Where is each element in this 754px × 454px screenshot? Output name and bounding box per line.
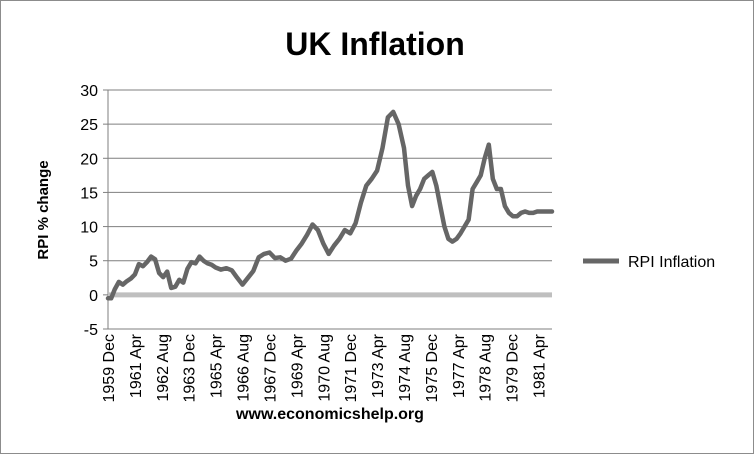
series-line-rpi-inflation <box>105 109 555 301</box>
x-axis-ticks: 1959 Dec 1961 Apr 1962 Aug 1963 Dec 1965 Apr… <box>101 333 549 402</box>
x-tick-label: 1959 Dec <box>101 334 118 403</box>
y-tick-label: 25 <box>80 117 98 134</box>
axes <box>107 90 552 329</box>
y-tick-label: -5 <box>84 322 98 339</box>
x-tick-label: 1977 Apr <box>451 333 468 398</box>
y-tick-label: 15 <box>80 185 98 202</box>
y-axis-label: RPI % change <box>35 160 52 259</box>
x-tick-label: 1975 Dec <box>424 334 441 403</box>
y-tick-label: 20 <box>80 151 98 168</box>
series-group <box>105 109 555 301</box>
x-tick-label: 1981 Apr <box>532 333 549 398</box>
x-tick-label: 1963 Dec <box>182 334 199 403</box>
x-tick-label: 1967 Dec <box>262 334 279 403</box>
x-tick-label: 1978 Aug <box>478 334 495 402</box>
x-tick-label: 1965 Apr <box>209 333 226 398</box>
legend-label: RPI Inflation <box>628 254 715 271</box>
x-tick-label: 1969 Apr <box>289 333 306 398</box>
x-tick-label: 1971 Dec <box>343 334 360 403</box>
x-tick-label: 1961 Apr <box>128 333 145 398</box>
x-tick-label: 1974 Aug <box>397 334 414 402</box>
y-tick-label: 30 <box>80 83 98 100</box>
x-tick-label: 1966 Aug <box>236 334 253 402</box>
x-tick-label: 1973 Apr <box>370 333 387 398</box>
x-axis-label: www.economicshelp.org <box>235 406 424 423</box>
y-tick-label: 10 <box>80 220 98 237</box>
y-tick-label: 5 <box>89 254 98 271</box>
y-tick-label: 0 <box>89 288 98 305</box>
legend: RPI Inflation <box>583 254 715 271</box>
x-tick-label: 1979 Dec <box>505 334 522 403</box>
chart-title: UK Inflation <box>285 26 465 62</box>
x-tick-label: 1962 Aug <box>155 334 172 402</box>
y-axis-ticks: -5 0 5 10 15 20 25 30 <box>80 83 108 339</box>
x-tick-label: 1970 Aug <box>316 334 333 402</box>
